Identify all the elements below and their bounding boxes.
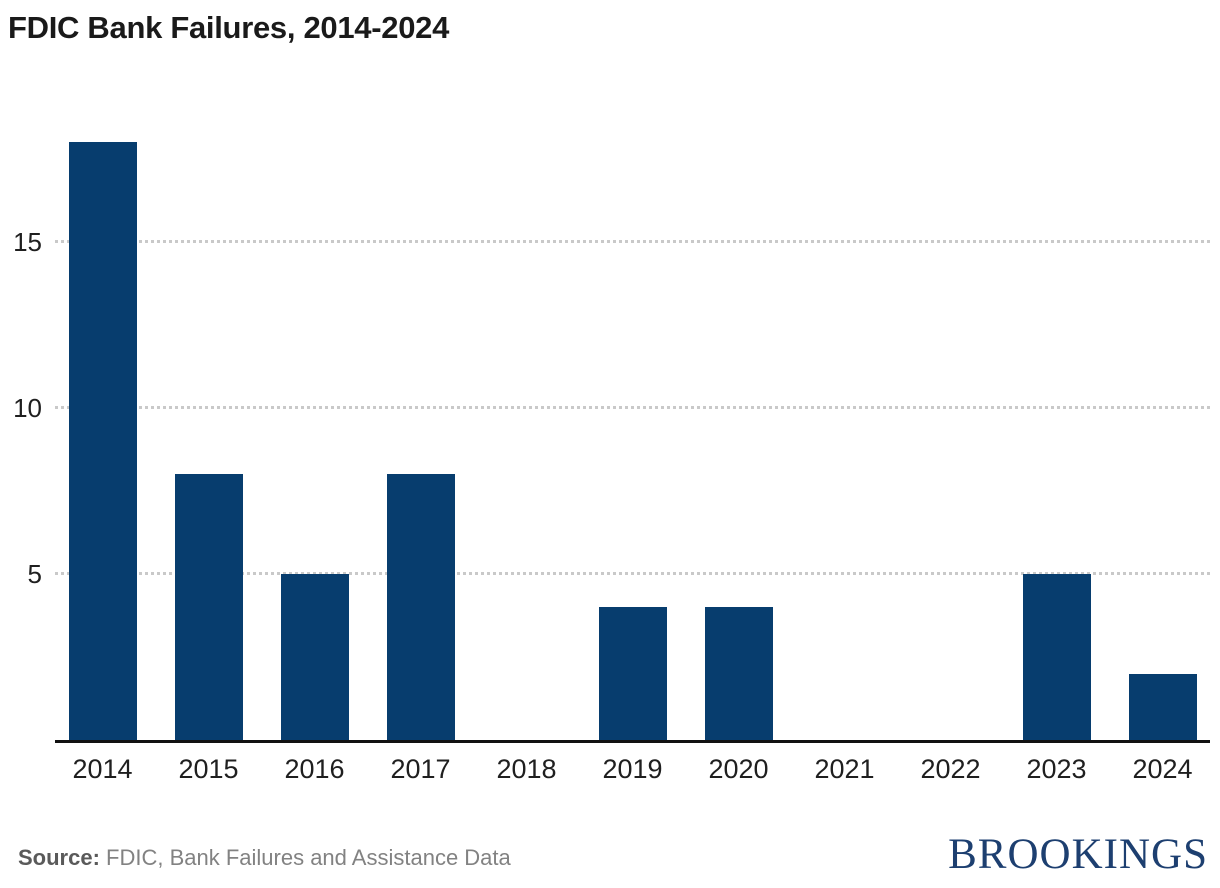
chart-title: FDIC Bank Failures, 2014-2024 (8, 10, 450, 45)
bar-2017 (386, 474, 455, 740)
x-tick-label-2015: 2015 (178, 754, 239, 784)
brookings-logo: BROOKINGS (948, 831, 1208, 878)
gridline-15 (55, 240, 1210, 243)
y-tick-label-10: 10 (13, 393, 42, 423)
x-tick-label-2024: 2024 (1132, 754, 1193, 784)
bar-2016 (280, 574, 349, 740)
x-tick-label-2017: 2017 (390, 754, 451, 784)
bar-2014 (68, 142, 137, 740)
source-label: Source: (18, 845, 100, 870)
x-tick-label-2014: 2014 (72, 754, 133, 784)
x-tick-label-2019: 2019 (602, 754, 663, 784)
gridline-5 (55, 572, 1210, 575)
x-tick-label-2021: 2021 (814, 754, 875, 784)
x-tick-label-2018: 2018 (496, 754, 557, 784)
bar-2019 (598, 607, 667, 740)
gridline-10 (55, 406, 1210, 409)
x-tick-label-2020: 2020 (708, 754, 769, 784)
bar-2020 (704, 607, 773, 740)
y-tick-label-15: 15 (13, 227, 42, 257)
source-note: Source: FDIC, Bank Failures and Assistan… (18, 845, 511, 871)
x-tick-label-2016: 2016 (284, 754, 345, 784)
x-axis-line (55, 740, 1210, 743)
y-tick-label-5: 5 (27, 559, 42, 589)
bar-2023 (1022, 574, 1091, 740)
bar-2015 (174, 474, 243, 740)
bar-2024 (1128, 673, 1197, 740)
x-tick-label-2023: 2023 (1026, 754, 1087, 784)
x-tick-label-2022: 2022 (920, 754, 981, 784)
source-text: FDIC, Bank Failures and Assistance Data (99, 845, 511, 870)
